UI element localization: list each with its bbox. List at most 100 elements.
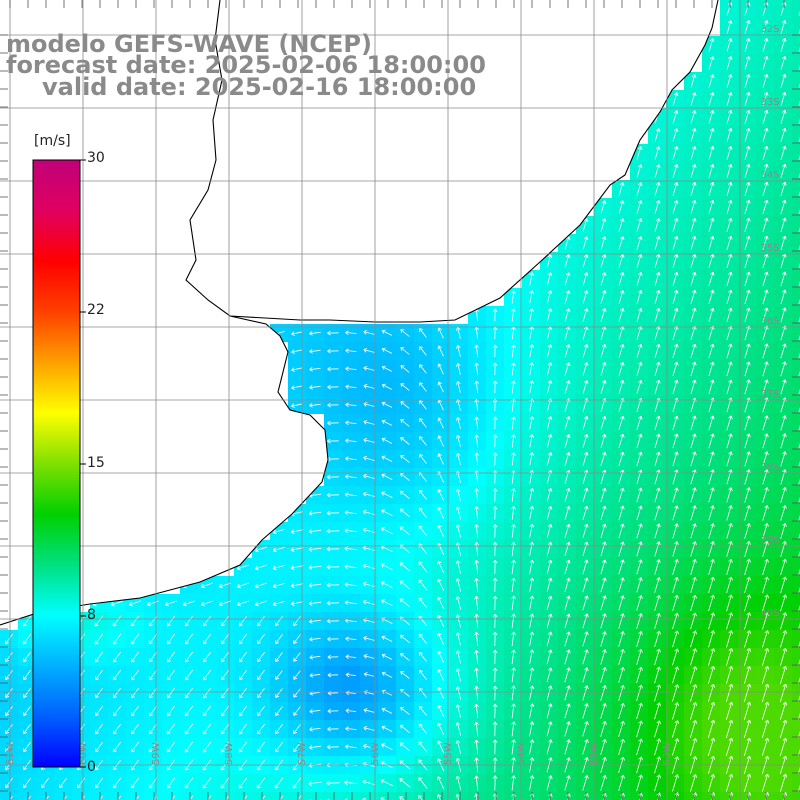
wind-arrow <box>381 671 392 678</box>
wind-arrow <box>690 146 697 160</box>
wind-arrow <box>400 329 410 337</box>
wind-arrow <box>546 739 553 755</box>
wind-arrow <box>456 381 461 393</box>
field-cell <box>126 792 144 800</box>
wind-arrow <box>327 348 339 354</box>
lon-label: 59W <box>151 742 162 765</box>
wind-arrow <box>564 487 571 502</box>
wind-arrow <box>798 622 800 630</box>
field-cell <box>792 432 800 450</box>
colorbar-tick-8: 8 <box>87 607 96 623</box>
field-cell <box>288 792 306 800</box>
wind-arrow <box>780 217 787 233</box>
wind-arrow <box>256 723 266 735</box>
colorbar-unit: [m/s] <box>34 133 71 149</box>
wind-arrow <box>297 795 302 800</box>
wind-arrow <box>166 705 176 717</box>
wind-arrow <box>690 110 697 124</box>
wind-arrow <box>419 400 427 410</box>
wind-arrow <box>582 362 589 376</box>
wind-arrow <box>672 289 679 304</box>
wind-arrow <box>293 741 301 753</box>
wind-arrow <box>363 366 375 371</box>
wind-arrow <box>798 604 800 612</box>
wind-arrow <box>202 741 212 753</box>
wind-arrow <box>618 290 625 304</box>
wind-arrow <box>327 330 339 336</box>
wind-arrow <box>511 344 516 358</box>
wind-arrow <box>529 344 535 358</box>
wind-arrow <box>654 361 661 377</box>
wind-arrow <box>780 127 787 142</box>
wind-arrow <box>780 55 787 70</box>
wind-arrow <box>437 614 445 628</box>
wind-arrow <box>708 199 715 214</box>
wind-arrow <box>762 38 769 52</box>
wind-arrow <box>456 327 461 339</box>
wind-arrow <box>564 721 571 737</box>
wind-arrow <box>239 687 247 699</box>
wind-arrow <box>275 634 283 645</box>
wind-arrow <box>726 379 733 395</box>
wind-arrow <box>400 437 410 445</box>
wind-arrow <box>419 364 427 374</box>
wind-arrow <box>690 415 697 431</box>
wind-arrow <box>600 703 607 719</box>
wind-arrow <box>744 612 751 630</box>
wind-arrow <box>672 559 679 575</box>
field-cell <box>792 162 800 180</box>
wind-arrow <box>780 343 787 359</box>
wind-arrow <box>761 719 770 739</box>
wind-arrow <box>308 601 322 606</box>
wind-arrow <box>708 235 715 250</box>
wind-arrow <box>654 379 661 395</box>
wind-arrow <box>529 649 535 665</box>
wind-arrow <box>546 523 553 538</box>
wind-arrow <box>184 723 194 735</box>
wind-arrow <box>437 453 444 465</box>
wind-arrow <box>600 595 607 611</box>
lat-label: 37S <box>760 389 779 400</box>
wind-arrow <box>309 709 321 714</box>
wind-arrow <box>546 577 553 593</box>
field-cell <box>36 792 54 800</box>
wind-arrow <box>419 669 427 681</box>
wind-arrow <box>743 701 752 721</box>
wind-arrow <box>726 612 733 630</box>
lat-label: 38S <box>760 462 779 473</box>
wind-arrow <box>636 343 643 358</box>
wind-arrow <box>762 505 769 521</box>
wind-arrow <box>474 703 479 718</box>
wind-arrow <box>418 651 428 663</box>
wind-arrow <box>437 489 444 501</box>
wind-arrow <box>654 451 661 467</box>
wind-arrow <box>511 505 516 520</box>
wind-arrow <box>726 109 733 124</box>
wind-arrow <box>600 451 607 466</box>
wind-arrow <box>780 73 787 88</box>
field-cell <box>792 72 800 90</box>
wind-arrow <box>76 777 86 789</box>
wind-arrow <box>654 738 661 756</box>
wind-arrow <box>381 437 393 444</box>
wind-arrow <box>381 383 392 390</box>
wind-arrow <box>529 505 535 520</box>
wind-arrow <box>618 218 625 232</box>
wind-arrow <box>798 586 800 594</box>
field-cell <box>792 594 800 612</box>
lon-label: 57W <box>297 742 308 765</box>
wind-arrow <box>23 670 31 681</box>
wind-arrow <box>582 344 589 358</box>
wind-arrow <box>654 577 661 593</box>
wind-arrow <box>345 726 357 732</box>
wind-arrow <box>600 631 607 647</box>
wind-arrow <box>726 145 733 160</box>
wind-arrow <box>326 600 340 606</box>
field-cell <box>774 792 792 800</box>
wind-arrow <box>582 523 589 539</box>
wind-arrow <box>363 473 375 479</box>
wind-arrow <box>743 737 752 757</box>
wind-arrow <box>437 776 445 790</box>
wind-arrow <box>762 576 769 594</box>
